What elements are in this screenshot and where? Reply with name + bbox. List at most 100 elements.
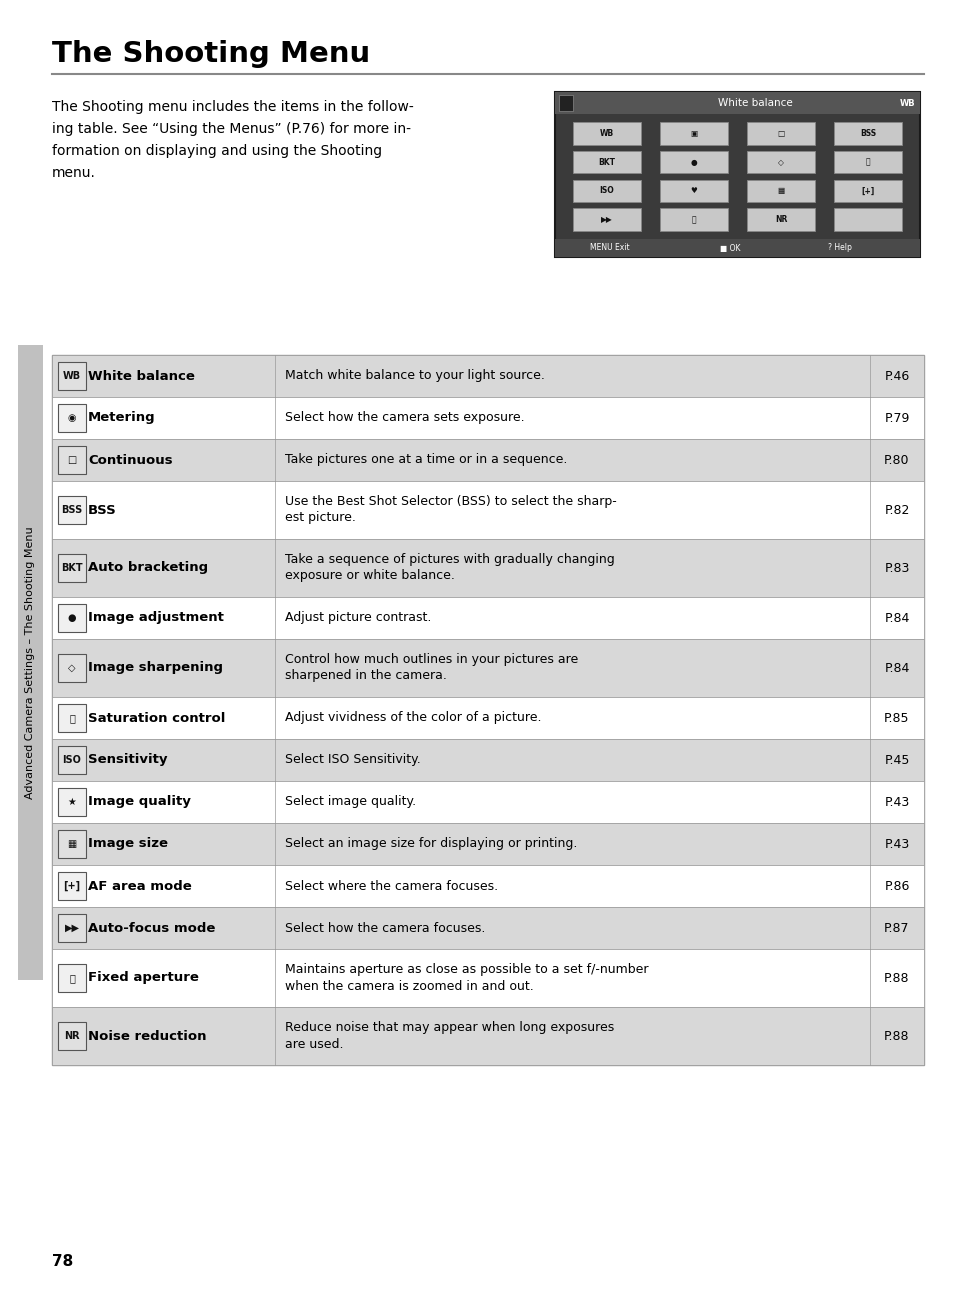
FancyBboxPatch shape bbox=[58, 704, 86, 732]
Text: ◇: ◇ bbox=[778, 158, 783, 167]
Text: Select image quality.: Select image quality. bbox=[285, 795, 416, 808]
Text: are used.: are used. bbox=[285, 1038, 343, 1050]
FancyBboxPatch shape bbox=[58, 363, 86, 389]
FancyBboxPatch shape bbox=[58, 604, 86, 632]
Text: Control how much outlines in your pictures are: Control how much outlines in your pictur… bbox=[285, 653, 578, 666]
Text: The Shooting Menu: The Shooting Menu bbox=[52, 39, 370, 68]
Text: BSS: BSS bbox=[860, 129, 876, 138]
Text: ●: ● bbox=[68, 614, 76, 623]
Text: Select ISO Sensitivity.: Select ISO Sensitivity. bbox=[285, 753, 420, 766]
Text: P.45: P.45 bbox=[883, 753, 909, 766]
Text: ▦: ▦ bbox=[68, 840, 76, 849]
Text: Auto bracketing: Auto bracketing bbox=[88, 561, 208, 574]
Text: ISO: ISO bbox=[598, 187, 614, 196]
Text: P.88: P.88 bbox=[883, 971, 909, 984]
Text: □: □ bbox=[777, 129, 784, 138]
FancyBboxPatch shape bbox=[58, 405, 86, 431]
Bar bbox=[746, 209, 814, 231]
Text: NR: NR bbox=[64, 1031, 80, 1041]
Bar bbox=[52, 355, 923, 1066]
Text: Image size: Image size bbox=[88, 837, 168, 850]
Bar bbox=[52, 439, 923, 481]
Text: BKT: BKT bbox=[61, 562, 83, 573]
FancyBboxPatch shape bbox=[58, 964, 86, 992]
Bar bbox=[834, 180, 902, 202]
Bar bbox=[659, 209, 727, 231]
Bar bbox=[572, 151, 640, 173]
Text: ? Help: ? Help bbox=[827, 243, 851, 252]
FancyBboxPatch shape bbox=[58, 1022, 86, 1050]
Text: ◇: ◇ bbox=[69, 664, 75, 673]
Text: Adjust vividness of the color of a picture.: Adjust vividness of the color of a pictu… bbox=[285, 711, 541, 724]
Text: 78: 78 bbox=[52, 1254, 73, 1269]
Text: ▦: ▦ bbox=[777, 187, 784, 196]
Text: Image adjustment: Image adjustment bbox=[88, 611, 224, 624]
Text: Sensitivity: Sensitivity bbox=[88, 753, 168, 766]
Text: Noise reduction: Noise reduction bbox=[88, 1029, 206, 1042]
Text: ▶▶: ▶▶ bbox=[65, 922, 79, 933]
Text: Match white balance to your light source.: Match white balance to your light source… bbox=[285, 369, 544, 382]
FancyBboxPatch shape bbox=[58, 872, 86, 900]
Bar bbox=[52, 397, 923, 439]
Text: P.46: P.46 bbox=[883, 369, 908, 382]
Text: Image quality: Image quality bbox=[88, 795, 191, 808]
Text: Select how the camera focuses.: Select how the camera focuses. bbox=[285, 921, 485, 934]
Text: Use the Best Shot Selector (BSS) to select the sharp-: Use the Best Shot Selector (BSS) to sele… bbox=[285, 495, 616, 509]
Text: P.84: P.84 bbox=[883, 661, 909, 674]
Text: Saturation control: Saturation control bbox=[88, 711, 225, 724]
Text: ⚿: ⚿ bbox=[691, 215, 696, 225]
Text: ⚿: ⚿ bbox=[865, 158, 870, 167]
Text: WB: WB bbox=[63, 371, 81, 381]
Bar bbox=[52, 823, 923, 865]
Text: ♥: ♥ bbox=[690, 187, 697, 196]
Bar bbox=[555, 92, 919, 258]
Bar bbox=[52, 949, 923, 1007]
Text: ▣: ▣ bbox=[690, 129, 697, 138]
Text: Reduce noise that may appear when long exposures: Reduce noise that may appear when long e… bbox=[285, 1021, 614, 1034]
Text: □: □ bbox=[68, 455, 76, 465]
Text: P.87: P.87 bbox=[883, 921, 909, 934]
Bar bbox=[746, 180, 814, 202]
FancyBboxPatch shape bbox=[58, 447, 86, 473]
FancyBboxPatch shape bbox=[58, 495, 86, 524]
Bar bbox=[659, 122, 727, 145]
FancyBboxPatch shape bbox=[58, 746, 86, 774]
Bar bbox=[572, 180, 640, 202]
Text: formation on displaying and using the Shooting: formation on displaying and using the Sh… bbox=[52, 145, 382, 158]
Text: Select how the camera sets exposure.: Select how the camera sets exposure. bbox=[285, 411, 524, 424]
Text: P.84: P.84 bbox=[883, 611, 909, 624]
Text: White balance: White balance bbox=[718, 99, 792, 108]
Bar bbox=[555, 92, 919, 114]
Text: BSS: BSS bbox=[61, 505, 83, 515]
FancyBboxPatch shape bbox=[58, 788, 86, 816]
Text: ▶▶: ▶▶ bbox=[600, 215, 612, 225]
Bar bbox=[659, 180, 727, 202]
Text: Take a sequence of pictures with gradually changing: Take a sequence of pictures with gradual… bbox=[285, 553, 614, 566]
Text: Select where the camera focuses.: Select where the camera focuses. bbox=[285, 879, 497, 892]
Text: Adjust picture contrast.: Adjust picture contrast. bbox=[285, 611, 431, 624]
Text: P.85: P.85 bbox=[883, 711, 909, 724]
Text: NR: NR bbox=[774, 215, 786, 225]
Text: ◉: ◉ bbox=[68, 413, 76, 423]
FancyBboxPatch shape bbox=[58, 915, 86, 942]
Text: P.82: P.82 bbox=[883, 503, 909, 516]
Bar bbox=[558, 95, 573, 110]
Text: Advanced Camera Settings – The Shooting Menu: Advanced Camera Settings – The Shooting … bbox=[26, 526, 35, 799]
Text: Fixed aperture: Fixed aperture bbox=[88, 971, 198, 984]
Text: WB: WB bbox=[598, 129, 613, 138]
Bar bbox=[834, 151, 902, 173]
Bar bbox=[52, 355, 923, 397]
Bar bbox=[572, 209, 640, 231]
Bar bbox=[52, 865, 923, 907]
Text: when the camera is zoomed in and out.: when the camera is zoomed in and out. bbox=[285, 979, 533, 992]
Text: menu.: menu. bbox=[52, 166, 95, 180]
Text: AF area mode: AF area mode bbox=[88, 879, 192, 892]
Bar bbox=[52, 1007, 923, 1066]
Bar bbox=[52, 639, 923, 696]
Text: ●: ● bbox=[690, 158, 697, 167]
Text: The Shooting menu includes the items in the follow-: The Shooting menu includes the items in … bbox=[52, 100, 414, 114]
Bar bbox=[52, 738, 923, 781]
Text: ⚿: ⚿ bbox=[69, 972, 75, 983]
Bar bbox=[572, 122, 640, 145]
Bar bbox=[52, 696, 923, 738]
